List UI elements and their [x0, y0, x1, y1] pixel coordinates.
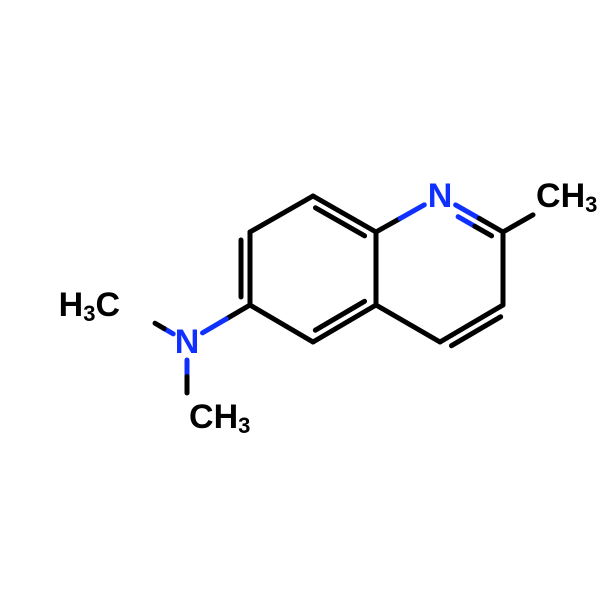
bond [503, 215, 533, 232]
bond [155, 323, 173, 334]
bond [376, 305, 440, 342]
atom-label-N: N [428, 177, 453, 215]
bond [250, 196, 313, 232]
bond [376, 205, 424, 232]
atom-label-N: N [175, 323, 200, 361]
bond [203, 305, 250, 333]
methyl-label: CH3 [536, 177, 597, 217]
bond [250, 305, 313, 342]
bond [440, 305, 503, 346]
bond [313, 301, 376, 342]
methyl-label: CH3 [189, 398, 250, 438]
bond [456, 205, 503, 236]
methyl-label: H3C [59, 286, 120, 326]
bond [313, 196, 376, 236]
molecule-diagram: N N H3C CH3 CH3 [0, 0, 600, 600]
bond [241, 232, 250, 305]
